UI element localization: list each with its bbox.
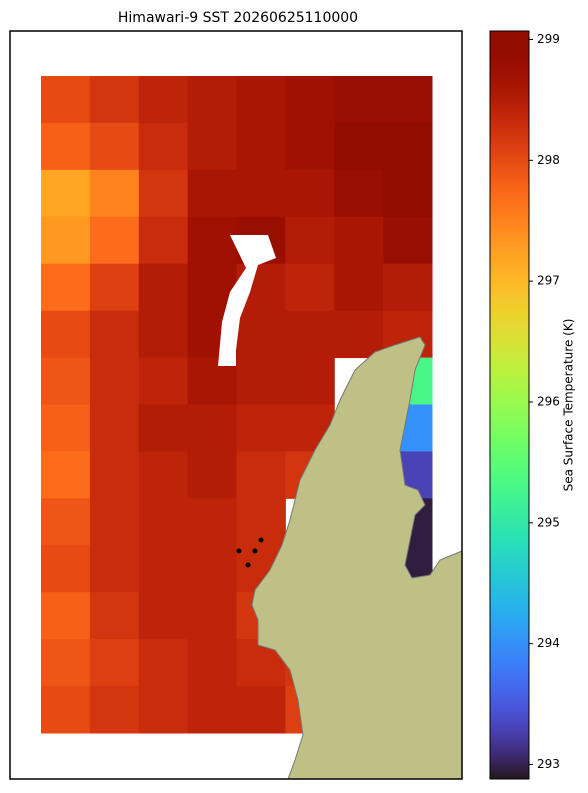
sst-cell — [236, 357, 286, 405]
sst-cell — [41, 451, 91, 499]
sst-cell — [285, 357, 335, 405]
colorbar-tick-label: 293 — [537, 757, 560, 771]
sst-cell — [138, 498, 189, 546]
sst-cell — [138, 545, 189, 593]
sst-cell — [41, 592, 91, 640]
sst-cell — [334, 169, 384, 218]
sst-cell — [138, 357, 189, 405]
sst-cell — [138, 76, 189, 124]
sst-cell — [41, 357, 91, 405]
sst-cell — [41, 310, 91, 359]
sst-cell — [285, 216, 335, 265]
sst-cell — [138, 639, 189, 687]
sst-cell — [89, 216, 140, 265]
sst-cell — [41, 76, 91, 124]
sst-cell — [41, 686, 91, 734]
sst-cell — [89, 122, 140, 171]
sst-cell — [334, 76, 384, 124]
sst-field — [41, 76, 433, 734]
sst-cell — [138, 686, 189, 734]
sst-cell — [187, 639, 237, 687]
station-markers — [236, 537, 264, 568]
sst-cell — [89, 451, 140, 499]
sst-cell — [236, 76, 286, 124]
sst-cell — [138, 263, 189, 312]
sst-cell — [41, 545, 91, 593]
colorbar-tick-label: 299 — [537, 32, 560, 46]
colorbar-tick-label: 298 — [537, 153, 560, 167]
title: Himawari-9 SST 20260625110000 — [118, 10, 358, 26]
sst-cell — [41, 639, 91, 687]
sst-cell — [187, 169, 237, 218]
sst-cell — [89, 169, 140, 218]
sst-cell — [285, 263, 335, 312]
colorbar-tick-label: 296 — [537, 394, 560, 408]
sst-cell — [383, 122, 433, 171]
colorbar-tick-label: 295 — [537, 515, 560, 529]
sst-cell — [41, 498, 91, 546]
sst-cell — [187, 545, 237, 593]
station — [245, 562, 251, 568]
sst-cell — [285, 76, 335, 124]
sst-cell — [41, 404, 91, 452]
sst-cell — [334, 122, 384, 171]
sst-cell — [187, 451, 237, 499]
station — [252, 548, 258, 554]
sst-cell — [89, 498, 140, 546]
sst-cell — [187, 404, 237, 452]
map-frame — [9, 30, 463, 780]
sst-cell — [236, 169, 286, 218]
missing-data — [218, 235, 276, 366]
station — [236, 548, 242, 554]
sst-cell — [236, 122, 286, 171]
sst-cell — [187, 76, 237, 124]
sst-cell — [138, 592, 189, 640]
sst-cell — [41, 216, 91, 265]
sst-cell — [89, 263, 140, 312]
sst-cell — [41, 122, 91, 171]
sst-cell — [187, 686, 237, 734]
sst-cell — [236, 451, 286, 499]
colorbar — [489, 30, 530, 780]
sst-cell — [138, 216, 189, 265]
sst-cell — [285, 310, 335, 359]
colorbar-tick-label: 297 — [537, 274, 560, 288]
sst-cell — [236, 404, 286, 452]
colorbar-label: Sea Surface Temperature (K) — [562, 319, 576, 492]
sst-cell — [89, 357, 140, 405]
sst-cell — [383, 169, 433, 218]
sst-cell — [236, 310, 286, 359]
sst-cell — [138, 122, 189, 171]
sst-cell — [383, 263, 433, 312]
sst-cell — [89, 639, 140, 687]
colorbar-tick-label: 294 — [537, 636, 560, 650]
sst-cell — [285, 122, 335, 171]
sst-cell — [187, 592, 237, 640]
sst-cell — [383, 216, 433, 265]
sst-cell — [89, 592, 140, 640]
sst-cell — [334, 310, 384, 359]
sst-cell — [334, 263, 384, 312]
sst-cell — [89, 686, 140, 734]
sst-cell — [89, 404, 140, 452]
sst-cell — [383, 76, 433, 124]
sst-cell — [138, 169, 189, 218]
sst-cell — [89, 310, 140, 359]
sst-cell — [41, 169, 91, 218]
sst-cell — [187, 122, 237, 171]
sst-cell — [89, 545, 140, 593]
sst-cell — [334, 216, 384, 265]
station — [258, 537, 264, 543]
sst-cell — [187, 216, 237, 265]
sst-cell — [41, 263, 91, 312]
sst-cell — [138, 404, 189, 452]
sst-cell — [187, 498, 237, 546]
land — [251, 336, 463, 780]
sst-cell — [138, 310, 189, 359]
sst-cell — [89, 76, 140, 124]
sst-cell — [236, 686, 286, 734]
sst-cell — [138, 451, 189, 499]
sst-cell — [285, 169, 335, 218]
